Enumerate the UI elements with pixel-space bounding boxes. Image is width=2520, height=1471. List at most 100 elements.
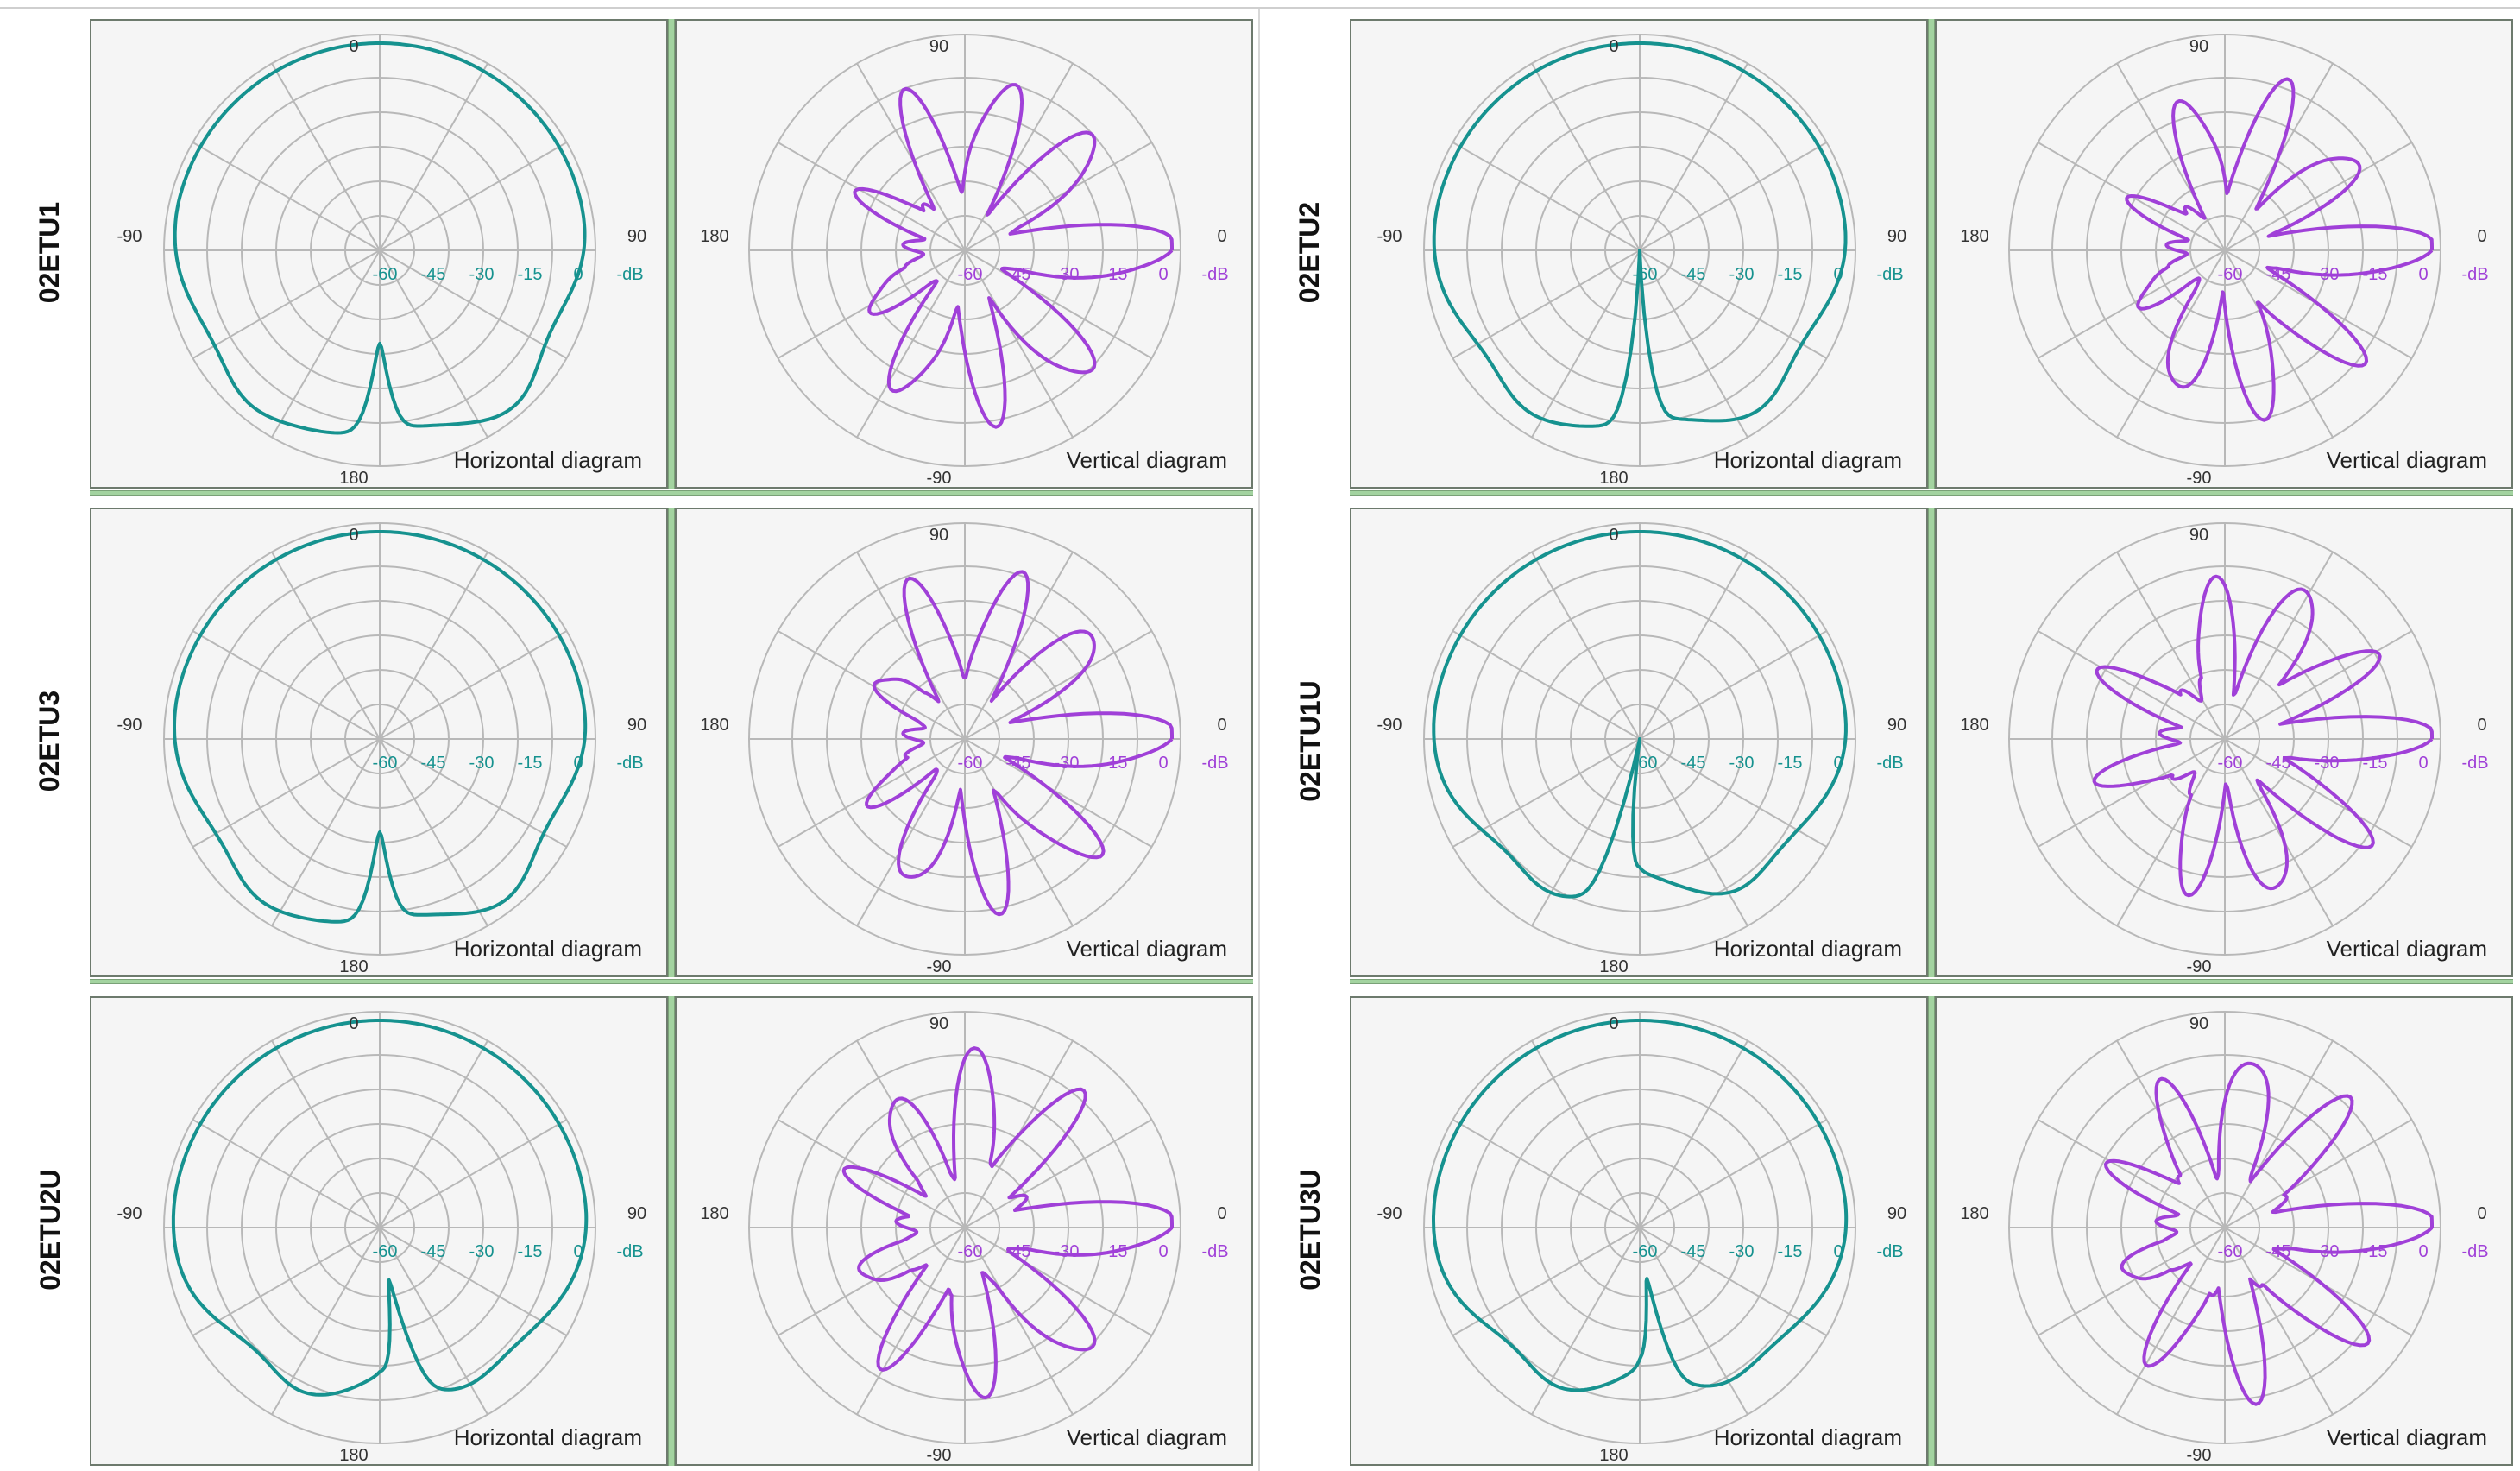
vertical-polar-plot: 90 0 -90 180 -60 -45 -30 -15 0 -dB Vertical diagra… <box>700 34 1229 487</box>
grid-spoke <box>777 1119 966 1228</box>
grid-spoke <box>964 1227 1074 1416</box>
grid-spoke <box>1452 1227 1641 1336</box>
grid-spoke <box>1639 142 1828 251</box>
radial-tick-label: -30 <box>1729 1242 1755 1261</box>
grid-spoke <box>856 1227 966 1416</box>
grid-spoke <box>379 249 488 439</box>
grid-spoke <box>379 1227 568 1336</box>
angle-label-left: 180 <box>700 227 728 246</box>
grid-spoke <box>2224 738 2413 848</box>
polar-grid <box>163 34 596 467</box>
grid-spoke <box>964 249 1153 359</box>
grid-spoke <box>2037 738 2226 848</box>
vertical-diagram-title: Vertical diagram <box>2327 936 2487 962</box>
horizontal-pattern-line <box>1432 1019 1849 1392</box>
angle-label-right: 90 <box>1887 227 1906 246</box>
panel-splitter[interactable] <box>668 508 675 977</box>
left-column: 02ETU1 0 90 180 -90 -60 -45 -30 -15 0 -dB Horizont… <box>0 7 1260 1471</box>
angle-label-left: -90 <box>1377 227 1402 246</box>
radial-tick-label: -30 <box>2315 754 2340 773</box>
radial-tick-label: -60 <box>2218 265 2243 284</box>
grid-spoke <box>1639 1227 1828 1336</box>
grid-spoke <box>964 1227 1153 1336</box>
angle-label-top: 0 <box>349 526 358 545</box>
row-splitter[interactable] <box>1350 490 2513 496</box>
row-splitter[interactable] <box>90 979 1253 984</box>
grid-spoke <box>2037 1227 2226 1336</box>
grid-spoke <box>2224 1119 2413 1228</box>
antenna-name: 02ETU1 <box>34 201 66 303</box>
panel-splitter[interactable] <box>1928 19 1935 489</box>
radial-unit-label: -dB <box>2461 1242 2488 1261</box>
angle-label-bottom: -90 <box>927 957 952 975</box>
angle-label-top: 90 <box>929 526 948 545</box>
radial-tick-label: -30 <box>1055 754 1080 773</box>
panel-splitter[interactable] <box>668 19 675 489</box>
radial-unit-label: -dB <box>1201 265 1228 284</box>
grid-spoke <box>1639 249 1828 359</box>
horizontal-pattern-line <box>173 530 588 924</box>
row-label: 02ETU1 <box>16 10 85 494</box>
radial-tick-label: -45 <box>1006 1242 1031 1261</box>
radial-tick-label: -60 <box>1633 754 1658 773</box>
angle-label-left: 180 <box>1960 716 1988 735</box>
radial-unit-label: -dB <box>1876 754 1903 773</box>
vertical-polar-plot: 90 0 -90 180 -60 -45 -30 -15 0 -dB Vertical diagra… <box>700 522 1229 975</box>
angle-label-bottom: 180 <box>339 1446 368 1464</box>
polar-grid <box>2008 1011 2441 1444</box>
grid-spoke <box>271 62 381 251</box>
radial-tick-label: -15 <box>1778 265 1803 284</box>
angle-label-top: 90 <box>929 37 948 56</box>
column-divider <box>1258 9 1260 1471</box>
radial-unit-label: -dB <box>1876 1242 1903 1261</box>
grid-spoke <box>1639 249 1748 439</box>
grid-spoke <box>1531 1227 1641 1416</box>
grid-spoke <box>1639 62 1748 251</box>
row-label: 02ETU2U <box>16 988 85 1471</box>
grid-spoke <box>379 1119 568 1228</box>
radial-tick-label: -30 <box>2315 265 2340 284</box>
angle-label-bottom: 180 <box>339 957 368 975</box>
grid-spoke <box>1639 1119 1828 1228</box>
panel-splitter[interactable] <box>668 996 675 1466</box>
horizontal-panel: 0 90 180 -90 -60 -45 -30 -15 0 -dB Horizontal diag… <box>90 996 668 1466</box>
radial-tick-label: -60 <box>373 754 398 773</box>
radial-tick-label: -30 <box>1055 265 1080 284</box>
grid-spoke <box>379 738 488 927</box>
radial-tick-label: -15 <box>2363 265 2388 284</box>
grid-spoke <box>2224 738 2334 927</box>
vertical-polar-plot: 90 0 -90 180 -60 -45 -30 -15 0 -dB Vertical diagra… <box>700 1011 1229 1464</box>
row-splitter[interactable] <box>1350 979 2513 984</box>
vertical-pattern-line <box>853 83 1174 429</box>
angle-label-left: 180 <box>700 1204 728 1223</box>
angle-label-top: 0 <box>1609 37 1618 56</box>
panel-splitter[interactable] <box>1928 508 1935 977</box>
radial-tick-label: -15 <box>518 265 543 284</box>
horizontal-diagram-title: Horizontal diagram <box>454 936 642 962</box>
radial-tick-label: 0 <box>1833 265 1843 284</box>
panel-splitter[interactable] <box>1928 996 1935 1466</box>
angle-label-right: 0 <box>2477 1204 2486 1223</box>
grid-spoke <box>1452 738 1641 848</box>
grid-spoke <box>1531 551 1641 740</box>
radial-unit-label: -dB <box>2461 754 2488 773</box>
radial-tick-label: -45 <box>1681 754 1706 773</box>
radial-unit-label: -dB <box>1201 754 1228 773</box>
radial-unit-label: -dB <box>2461 265 2488 284</box>
radial-tick-label: -45 <box>2266 754 2291 773</box>
radial-tick-label: -60 <box>373 265 398 284</box>
radial-unit-label: -dB <box>616 754 643 773</box>
angle-label-left: 180 <box>1960 227 1988 246</box>
row-label: 02ETU3 <box>16 499 85 982</box>
horizontal-diagram-title: Horizontal diagram <box>1714 936 1902 962</box>
row-splitter[interactable] <box>90 490 1253 496</box>
angle-label-bottom: -90 <box>927 469 952 487</box>
horizontal-panel: 0 90 180 -90 -60 -45 -30 -15 0 -dB Horizontal diag… <box>90 19 668 489</box>
radial-tick-label: -30 <box>469 265 495 284</box>
angle-label-top: 0 <box>349 37 358 56</box>
horizontal-panel: 0 90 180 -90 -60 -45 -30 -15 0 -dB Horizontal diag… <box>1350 508 1928 977</box>
vertical-panel: 90 0 -90 180 -60 -45 -30 -15 0 -dB Vertical diagra… <box>675 508 1253 977</box>
antenna-name: 02ETU2 <box>1294 201 1326 303</box>
polar-grid <box>1423 1011 1856 1444</box>
radial-tick-label: -30 <box>1055 1242 1080 1261</box>
